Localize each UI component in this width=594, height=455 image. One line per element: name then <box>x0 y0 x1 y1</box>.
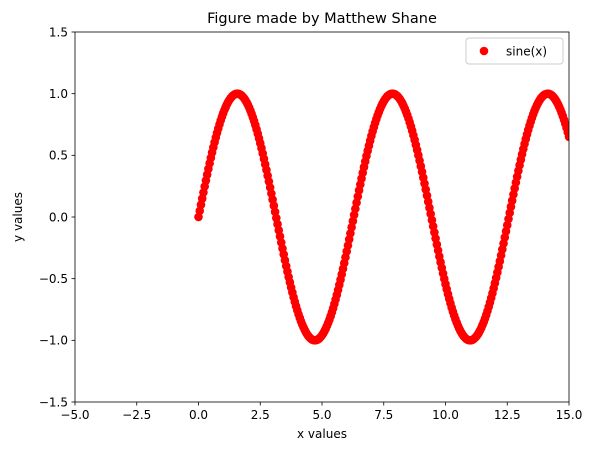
x-tick-label: −5.0 <box>60 408 89 422</box>
y-tick-label: −1.5 <box>39 395 68 409</box>
data-point <box>564 132 569 142</box>
y-tick-label: 1.0 <box>49 87 68 101</box>
legend-entry-sine: sine(x) <box>506 44 547 58</box>
legend-box <box>465 37 564 65</box>
x-axis-label: x values <box>297 427 347 441</box>
y-axis-ticks: −1.5 −1.0 −0.5 0.0 0.5 1.0 1.5 <box>39 25 75 409</box>
x-tick-label: 10.0 <box>432 408 459 422</box>
y-tick-label: 1.5 <box>49 25 68 39</box>
x-tick-label: 7.5 <box>374 408 393 422</box>
y-tick-label: 0.5 <box>49 149 68 163</box>
x-tick-label: −2.5 <box>122 408 151 422</box>
y-tick-label: 0.0 <box>49 210 68 224</box>
y-tick-label: −1.0 <box>39 334 68 348</box>
y-axis-label: y values <box>11 192 25 242</box>
x-tick-label: 2.5 <box>251 408 270 422</box>
legend: sine(x) <box>465 37 564 65</box>
plot-area <box>75 32 569 402</box>
x-tick-label: 12.5 <box>494 408 521 422</box>
legend-marker <box>479 46 489 56</box>
x-tick-label: 5.0 <box>312 408 331 422</box>
x-tick-label: 0.0 <box>189 408 208 422</box>
x-tick-label: 15.0 <box>556 408 583 422</box>
x-axis-ticks: −5.0 −2.5 0.0 2.5 5.0 7.5 10.0 12.5 15.0 <box>60 402 582 422</box>
y-tick-label: −0.5 <box>39 272 68 286</box>
chart-title: Figure made by Matthew Shane <box>207 11 437 27</box>
data-points <box>194 89 569 345</box>
